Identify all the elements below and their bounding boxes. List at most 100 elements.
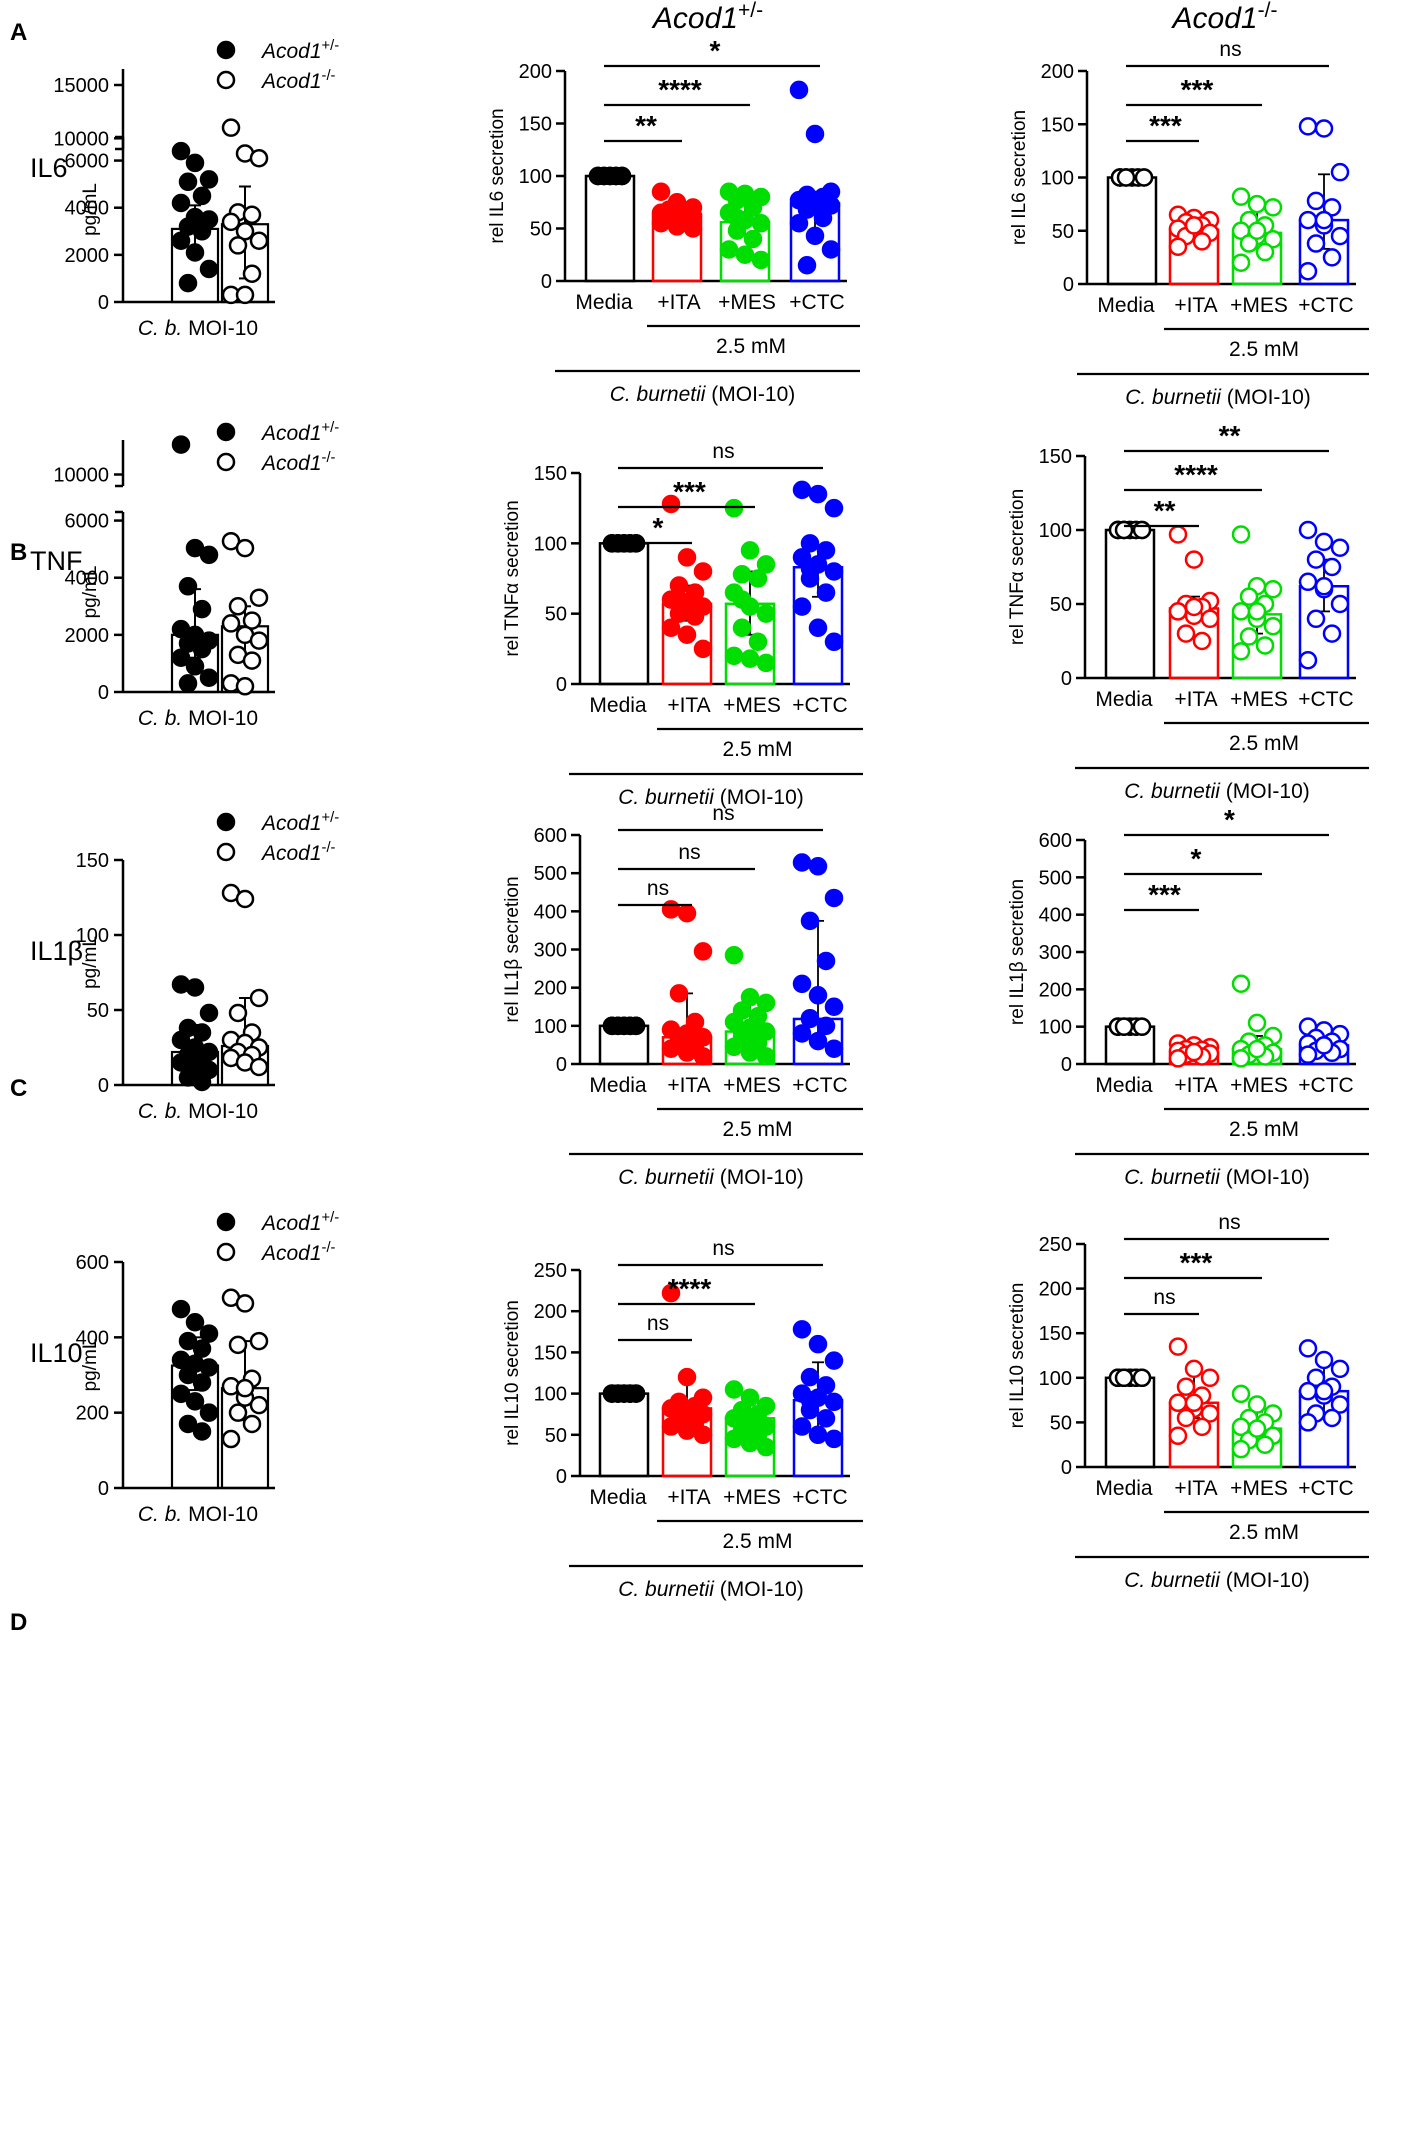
- rel-C-het-point-3: [808, 1031, 828, 1051]
- abs-B-point-1: [228, 597, 248, 616]
- abs-A-point-0: [178, 172, 198, 192]
- rel-C-het-point-1: [661, 900, 681, 919]
- rel-C-het-point-1: [669, 1031, 689, 1051]
- abs-D-point-1: [249, 1395, 269, 1415]
- rel-B-ko-point-1: [1200, 609, 1220, 629]
- abs-A-point-0: [171, 231, 191, 250]
- rel-B-het-conc-label: 2.5 mM: [722, 738, 792, 761]
- rel-D-het-point-3: [808, 1334, 828, 1354]
- abs-B-point-0: [192, 639, 212, 659]
- rel-D-ko-point-1: [1168, 1393, 1188, 1413]
- rel-B-het-point-2: [756, 653, 776, 673]
- rel-C-het-point-3: [824, 888, 844, 908]
- rel-D-het-ytick-label: 50: [545, 1425, 567, 1447]
- abs-D-point-1: [235, 1378, 255, 1398]
- rel-C-het-point-3: [792, 974, 812, 994]
- abs-B-ytick-label: 2000: [65, 625, 110, 647]
- rel-B-het-point-2: [756, 604, 776, 623]
- abs-C-point-0: [171, 1030, 191, 1050]
- abs-D-legend-label-1-part-1: -/-: [322, 1240, 336, 1256]
- rel-D-ko-point-3: [1298, 1339, 1318, 1358]
- rel-B-het-point-2: [732, 590, 752, 609]
- abs-C-ylabel: pg/mL: [80, 936, 101, 989]
- rel-B-het-point-2: [740, 541, 760, 560]
- abs-D-xlabel-part-1: MOI-10: [182, 1503, 258, 1526]
- abs-B-xlabel-part-0: C. b.: [138, 707, 182, 730]
- abs-A-ytick-label: 4000: [65, 198, 110, 220]
- rel-C-het-point-2: [756, 993, 776, 1013]
- abs-B-legend-marker-1: [216, 452, 236, 472]
- rel-B-ko-point-3: [1306, 609, 1326, 629]
- rel-D-ko-point-2: [1247, 1395, 1267, 1414]
- rel-D-het-xtick-label-1: +ITA: [667, 1486, 710, 1509]
- rel-A-ko-ytick-label: 100: [1041, 168, 1074, 190]
- rel-C-het-ytick-label: 100: [534, 1016, 567, 1038]
- rel-B-ko-ytick-label: 50: [1050, 594, 1072, 616]
- rel-A-het-point-3: [805, 226, 825, 246]
- rel-A-het-ytick-label: 50: [530, 219, 552, 241]
- rel-D-het-xtick-label-0: Media: [589, 1486, 647, 1509]
- rel-D-het-xtick-label-3: +CTC: [792, 1486, 847, 1509]
- rel-C-ko-sig-label-0: ***: [1148, 879, 1181, 910]
- abs-C-point-0: [192, 1072, 212, 1092]
- rel-D-het-conc-label: 2.5 mM: [722, 1530, 792, 1553]
- rel-C-ko-infection-label-part-0: C. burnetii: [1124, 1166, 1221, 1189]
- rel-A-het-point-1: [651, 182, 671, 201]
- rel-D-ko-point-2: [1255, 1435, 1275, 1454]
- rel-B-het-sig-label-0: *: [653, 512, 664, 543]
- rel-B-ko-point-3: [1330, 538, 1350, 558]
- rel-D-het-point-3: [792, 1320, 812, 1339]
- abs-C-point-0: [192, 1023, 212, 1042]
- rel-D-ko-point-2: [1231, 1439, 1251, 1459]
- rel-D-ko-point-3: [1298, 1413, 1318, 1432]
- rel-B-het-xtick-label-1: +ITA: [667, 694, 710, 717]
- rel-D-het-point-1: [677, 1421, 697, 1440]
- rel-D-het-point-2: [724, 1429, 744, 1449]
- abs-D-ytick-label: 600: [76, 1252, 109, 1274]
- rel-B-het-infection-label-part-0: C. burnetii: [618, 786, 715, 809]
- abs-D-point-0: [178, 1365, 198, 1385]
- abs-B-point-0: [199, 545, 219, 565]
- abs-B-point-0: [178, 674, 198, 693]
- rel-C-het-point-2: [732, 1022, 752, 1041]
- rel-B-het-xtick-label-2: +MES: [723, 694, 781, 717]
- abs-C-xlabel: C. b. MOI-10: [138, 1100, 258, 1123]
- rel-A-ko-ylabel: rel IL6 secretion: [1009, 110, 1030, 245]
- abs-B-legend-label-0-part-0: Acod1: [260, 422, 322, 445]
- rel-A-het-xtick-label-0: Media: [575, 291, 633, 314]
- rel-B-ko-xtick-label-1: +ITA: [1174, 688, 1217, 711]
- abs-C-ytick-label: 50: [87, 1000, 109, 1022]
- rel-B-ko-point-3: [1314, 576, 1334, 596]
- rel-C-het-point-3: [808, 857, 828, 876]
- rel-B-het-ytick-label: 50: [545, 604, 567, 626]
- rel-C-ko-point-2: [1231, 974, 1251, 993]
- rel-A-ko-point-2: [1247, 194, 1267, 214]
- rel-B-ko-point-3: [1322, 557, 1342, 577]
- rel-A-ko-point-1: [1184, 216, 1204, 235]
- rel-A-het-point-2: [751, 214, 771, 233]
- rel-B-het-point-3: [808, 484, 828, 504]
- rel-A-ko-infection-label-part-1: (MOI-10): [1221, 386, 1311, 409]
- rel-C-ko-point-3: [1314, 1036, 1334, 1055]
- abs-C-legend-label-1: Acod1-/-: [260, 840, 336, 865]
- abs-D-point-1: [235, 1294, 255, 1313]
- rel-A-ko-xtick-label-1: +ITA: [1174, 294, 1217, 317]
- rel-A-ko-infection-label: C. burnetii (MOI-10): [1125, 386, 1311, 409]
- abs-B-point-0: [171, 648, 191, 667]
- rel-C-ko-ytick-label: 400: [1039, 905, 1072, 927]
- column-header-1-part-1: -/-: [1258, 0, 1278, 22]
- rel-B-ko-point-3: [1298, 520, 1318, 540]
- rel-C-het-xtick-label-0: Media: [589, 1074, 647, 1097]
- rel-A-het-point-2: [743, 193, 763, 212]
- rel-D-het-infection-label-part-0: C. burnetii: [618, 1578, 715, 1601]
- rel-A-ko-point-0: [1134, 168, 1154, 187]
- rel-D-het-panel: 0 50 100 150 200 250 rel IL10 secretion Media +I…: [502, 1237, 863, 1568]
- rel-A-het-point-2: [719, 240, 739, 259]
- rel-A-ko-point-2: [1263, 230, 1283, 249]
- abs-D-xlabel-part-0: C. b.: [138, 1503, 182, 1526]
- rel-C-het-ytick-label: 0: [556, 1054, 567, 1076]
- rel-D-het-point-2: [740, 1433, 760, 1453]
- abs-B-point-0: [192, 599, 212, 619]
- rel-D-ko-point-2: [1247, 1419, 1267, 1438]
- abs-C-point-1: [249, 1057, 269, 1077]
